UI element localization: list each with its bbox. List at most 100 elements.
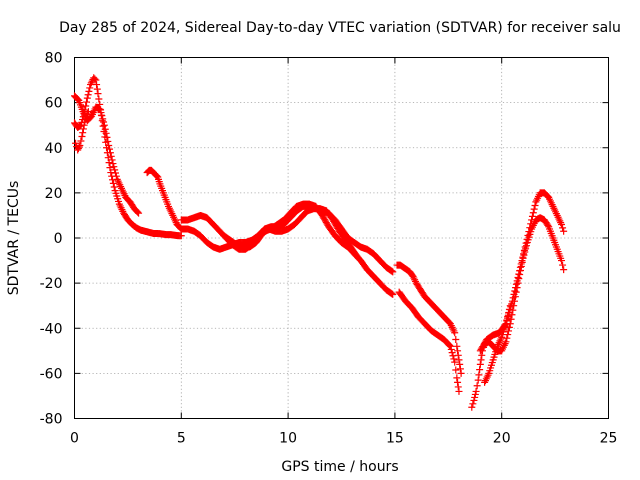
data-point (95, 95, 103, 103)
data-point (91, 75, 99, 83)
data-series-track-9 (468, 214, 568, 411)
data-series-track-7 (393, 261, 465, 377)
data-point (77, 137, 85, 145)
data-point (522, 239, 530, 247)
data-point (476, 366, 484, 374)
data-point (86, 84, 94, 92)
data-point (94, 90, 102, 98)
data-point (92, 76, 100, 84)
data-point (457, 369, 465, 377)
data-point (100, 118, 108, 126)
data-point (504, 313, 512, 321)
data-point (93, 81, 101, 89)
data-point (453, 342, 461, 350)
data-point (505, 309, 513, 317)
data-point (531, 202, 539, 210)
data-point (108, 156, 116, 164)
data-point (506, 302, 514, 310)
data-point (514, 273, 522, 281)
data-point (512, 280, 520, 288)
data-point (448, 349, 456, 357)
data-series-track-6 (220, 205, 363, 262)
data-point (559, 261, 567, 269)
data-point (471, 393, 479, 401)
data-point (454, 383, 462, 391)
data-point (454, 347, 462, 355)
data-point (103, 133, 111, 141)
data-point (560, 227, 568, 235)
data-point (106, 164, 114, 172)
data-point (450, 355, 458, 363)
data-point (82, 102, 90, 110)
data-point (135, 209, 143, 217)
x-tick-label: 5 (177, 431, 186, 447)
data-point (529, 209, 537, 217)
x-axis-label: GPS time / hours (281, 459, 398, 475)
data-point (109, 160, 117, 168)
data-point (447, 345, 455, 353)
data-point (475, 371, 483, 379)
data-point (110, 183, 118, 191)
data-point (528, 212, 536, 220)
y-tick-label: 0 (54, 231, 63, 247)
data-point (503, 316, 511, 324)
data-point (515, 270, 523, 278)
data-point (100, 121, 108, 129)
y-tick-label: 60 (45, 96, 63, 112)
data-point (508, 297, 516, 305)
data-point (558, 257, 566, 265)
data-point (445, 341, 453, 349)
data-point (474, 376, 482, 384)
x-tick-label: 0 (70, 431, 79, 447)
data-point (558, 220, 566, 228)
data-point (79, 125, 87, 133)
data-point (476, 360, 484, 368)
data-point (509, 294, 517, 302)
y-tick-label: 20 (45, 186, 63, 202)
data-point (81, 118, 89, 126)
data-series-track-3 (72, 108, 92, 154)
data-point (134, 208, 142, 216)
data-point (520, 246, 528, 254)
data-point (451, 329, 459, 337)
data-series-track-8 (395, 288, 463, 395)
data-point (87, 79, 95, 87)
data-point (102, 129, 110, 137)
data-point (74, 146, 82, 154)
x-tick-label: 25 (600, 431, 618, 447)
data-layer (71, 74, 568, 411)
data-point (451, 358, 459, 366)
data-series-track-11 (481, 302, 514, 386)
data-point (453, 374, 461, 382)
data-point (112, 172, 120, 180)
data-point (505, 327, 513, 335)
data-point (98, 112, 106, 120)
x-tick-label: 10 (279, 431, 297, 447)
data-point (74, 145, 82, 153)
data-point (518, 257, 526, 265)
data-point (456, 360, 464, 368)
data-point (389, 268, 397, 276)
y-axis-label: SDTVAR / TECUs (6, 181, 22, 296)
data-point (79, 129, 87, 137)
data-point (112, 169, 120, 177)
data-point (470, 396, 478, 404)
data-point (519, 253, 527, 261)
data-point (111, 166, 119, 174)
data-point (455, 356, 463, 364)
data-point (528, 216, 536, 224)
data-point (355, 254, 363, 262)
data-point (521, 243, 529, 251)
data-point (471, 390, 479, 398)
data-point (410, 274, 418, 282)
data-point (101, 125, 109, 133)
data-point (454, 378, 462, 386)
data-point (107, 152, 115, 160)
data-point (76, 141, 84, 149)
data-point (97, 109, 105, 117)
y-tick-label: 40 (45, 141, 63, 157)
y-tick-label: -60 (40, 366, 63, 382)
x-tick-label: 15 (386, 431, 404, 447)
data-point (525, 228, 533, 236)
